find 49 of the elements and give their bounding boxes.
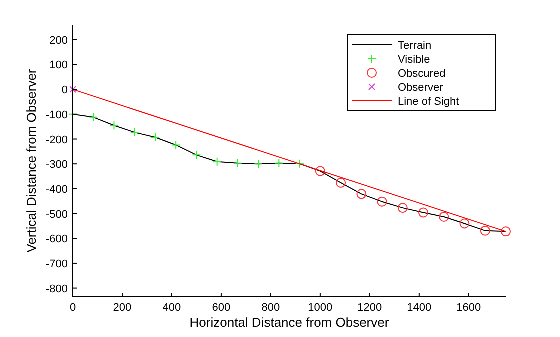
- point: [439, 212, 450, 222]
- point: [254, 160, 264, 169]
- point: [460, 218, 470, 229]
- point: [274, 158, 284, 168]
- y-tick-label: -700: [46, 258, 68, 270]
- point: [212, 157, 222, 166]
- x-axis-title: Horizontal Distance from Observer: [190, 315, 390, 330]
- y-tick-label: -100: [46, 109, 68, 122]
- point: [150, 133, 160, 142]
- y-tick-label: -600: [46, 234, 68, 246]
- legend-label: Terrain: [398, 40, 432, 52]
- point: [70, 86, 76, 94]
- y-tick-label: -200: [46, 134, 68, 146]
- y-axis-title: Vertical Distance from Observer: [24, 68, 39, 253]
- x-tick-label: 400: [162, 302, 182, 314]
- point: [377, 196, 388, 207]
- point: [418, 208, 429, 218]
- y-tick-label: -300: [46, 159, 68, 172]
- legend-label: Line of Sight: [398, 96, 460, 108]
- y-tick-label: -400: [46, 184, 68, 196]
- point: [356, 189, 367, 200]
- y-tick-label: -500: [46, 208, 68, 221]
- y-tick-label: 0: [62, 84, 68, 97]
- x-tick-label: 800: [262, 302, 280, 314]
- x-tick-label: 1200: [358, 302, 382, 314]
- point: [295, 159, 304, 168]
- x-tick-label: 0: [70, 302, 76, 314]
- x-tick-label: 1600: [456, 302, 482, 314]
- x-tick-label: 1000: [308, 302, 333, 314]
- y-tick-label: 100: [50, 60, 68, 72]
- y-tick-label: 200: [50, 34, 68, 47]
- point: [192, 150, 202, 160]
- point: [336, 178, 346, 188]
- legend-label: Visible: [398, 54, 430, 66]
- point: [501, 226, 511, 237]
- point: [480, 226, 490, 236]
- point: [110, 121, 119, 130]
- point: [172, 140, 181, 150]
- legend-label: Obscured: [398, 68, 446, 80]
- x-tick-label: 200: [113, 302, 132, 314]
- point: [130, 128, 140, 138]
- point: [398, 203, 408, 214]
- point: [315, 166, 326, 176]
- point: [233, 158, 242, 168]
- legend-label: Observer: [398, 82, 444, 94]
- x-tick-label: 600: [212, 302, 231, 314]
- y-tick-label: -800: [46, 283, 68, 296]
- point: [89, 112, 98, 122]
- x-tick-label: 1400: [407, 302, 432, 314]
